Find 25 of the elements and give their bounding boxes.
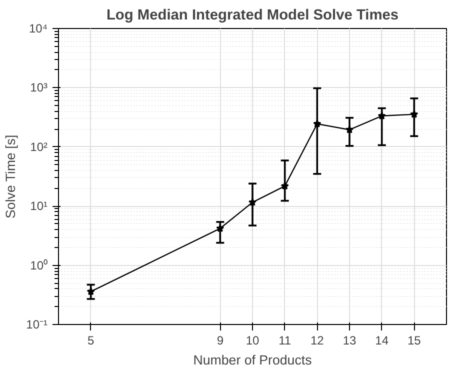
x-tick-label: 10: [246, 334, 260, 348]
y-tick-label: 10²: [30, 140, 48, 154]
point: [345, 125, 354, 134]
point: [248, 198, 257, 206]
point: [410, 110, 418, 118]
y-tick-label: 10⁰: [30, 258, 48, 272]
point: [216, 224, 224, 232]
x-tick-label: 5: [87, 334, 94, 348]
x-tick-label: 9: [216, 334, 224, 348]
y-tick-label: 10³: [30, 80, 48, 95]
x-tick-label: 13: [342, 334, 356, 348]
point: [313, 120, 322, 128]
point: [378, 112, 386, 120]
y-tick-label: 10⁻¹: [26, 318, 48, 332]
point: [86, 287, 95, 296]
x-tick-label: 14: [375, 334, 389, 348]
y-axis-title: Solve Time [s]: [3, 134, 18, 218]
y-tick-label: 10¹: [30, 199, 48, 214]
chart-title: Log Median Integrated Model Solve Times: [106, 8, 399, 24]
point: [280, 182, 289, 190]
x-axis-title: Number of Products: [193, 352, 312, 368]
y-tick-label: 10⁴: [28, 22, 48, 36]
x-tick-label: 11: [278, 334, 292, 348]
x-tick-label: 15: [407, 334, 422, 348]
x-tick-label: 12: [310, 334, 324, 348]
